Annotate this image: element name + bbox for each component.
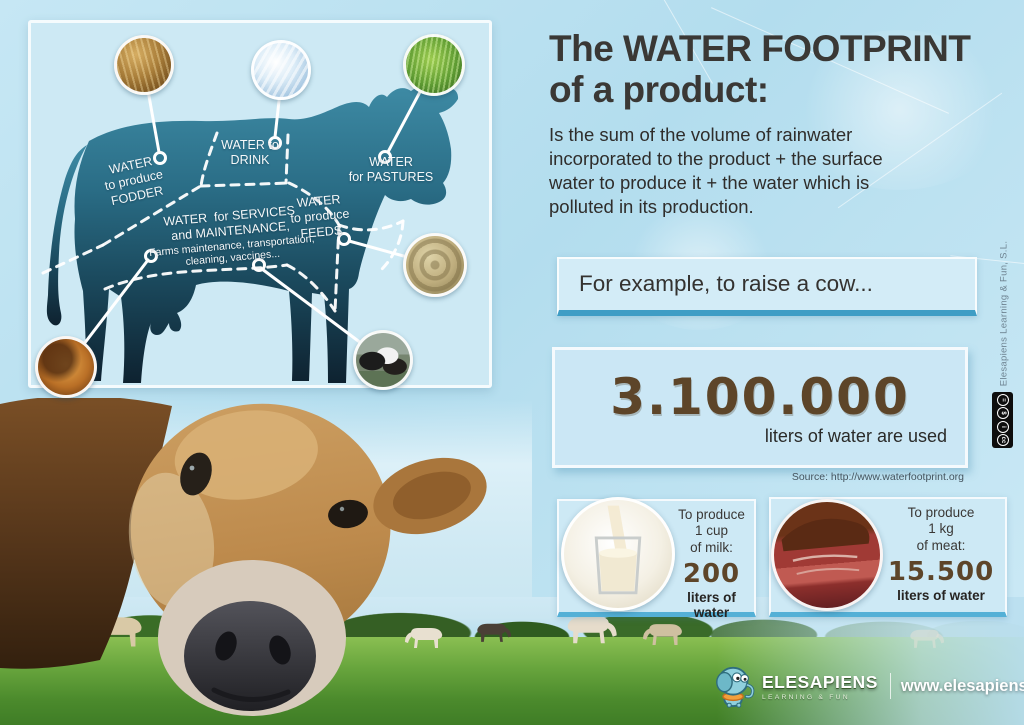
side-credit-text: Elesapiens Learning & Fun, S.L. xyxy=(998,240,1010,387)
elephant-mascot-icon xyxy=(716,666,755,708)
farm-barn-photo xyxy=(35,336,97,398)
water-total-caption: liters of water are used xyxy=(764,426,947,446)
brand-divider xyxy=(889,673,891,699)
milk-glass-illustration xyxy=(594,505,642,595)
meat-text: To produce 1 kg of meat: 15.500 liters o… xyxy=(881,505,1001,603)
milk-text: To produce 1 cup of milk: 200 liters of … xyxy=(671,507,752,620)
cow-water-diagram-panel: WATER to produce FODDER WATER to DRINK WATE… xyxy=(28,20,492,398)
label-water-drink: WATER to DRINK xyxy=(221,137,279,167)
page-title: The WATER FOOTPRINT of a product: xyxy=(549,28,971,111)
meat-water-value: 15.500 xyxy=(887,557,995,588)
feed-pellets-photo xyxy=(403,233,467,297)
grazing-cow xyxy=(560,613,618,647)
definition-text: Is the sum of the volume of rainwater in… xyxy=(549,123,883,218)
label-water-pastures: WATER for PASTURES xyxy=(348,154,434,184)
water-total-value: 3.100.000 xyxy=(610,368,910,426)
milk-glass-photo xyxy=(561,497,675,611)
dairy-herd-photo xyxy=(353,330,413,390)
cow-silhouette xyxy=(41,73,459,384)
pasture-grass-photo xyxy=(403,34,465,96)
example-intro-box: For example, to raise a cow... xyxy=(557,257,977,316)
cc-icon: cc xyxy=(996,434,1009,447)
light-glow xyxy=(790,30,1010,190)
milk-water-value: 200 xyxy=(682,559,741,590)
water-total-box: 3.100.000 liters of water are used xyxy=(552,347,968,468)
milk-stat-box: To produce 1 cup of milk: 200 liters of … xyxy=(557,497,756,620)
hay-fodder-photo xyxy=(114,35,174,95)
source-citation: Source: http://www.waterfootprint.org xyxy=(791,471,964,483)
cc-by-icon: i xyxy=(996,420,1009,433)
website-link[interactable]: www.elesapiens.com xyxy=(900,676,1024,695)
label-water-feeds: WATER to produce FEEDS xyxy=(289,192,350,241)
grazing-cow xyxy=(905,627,945,651)
cc-nc-icon: $ xyxy=(996,407,1009,420)
header: The WATER FOOTPRINT of a product: Is the… xyxy=(549,28,1011,219)
creative-commons-badge: = $ i cc xyxy=(992,392,1013,448)
meat-stat-box: To produce 1 kg of meat: 15.500 liters o… xyxy=(769,497,1007,617)
steak-photo xyxy=(771,499,883,611)
steak-illustration xyxy=(781,518,870,575)
jersey-cow-head-photo xyxy=(0,398,487,716)
brand-text: ELESAPIENS LEARNING & FUN xyxy=(762,672,878,701)
brand-name: ELESAPIENS xyxy=(762,671,878,692)
cc-nd-icon: = xyxy=(996,393,1009,406)
brand-tagline: LEARNING & FUN xyxy=(762,693,850,701)
footer-brand: ELESAPIENS LEARNING & FUN www.elesapiens… xyxy=(712,663,1024,709)
grazing-cow xyxy=(642,621,688,648)
drinking-water-photo xyxy=(251,40,311,100)
